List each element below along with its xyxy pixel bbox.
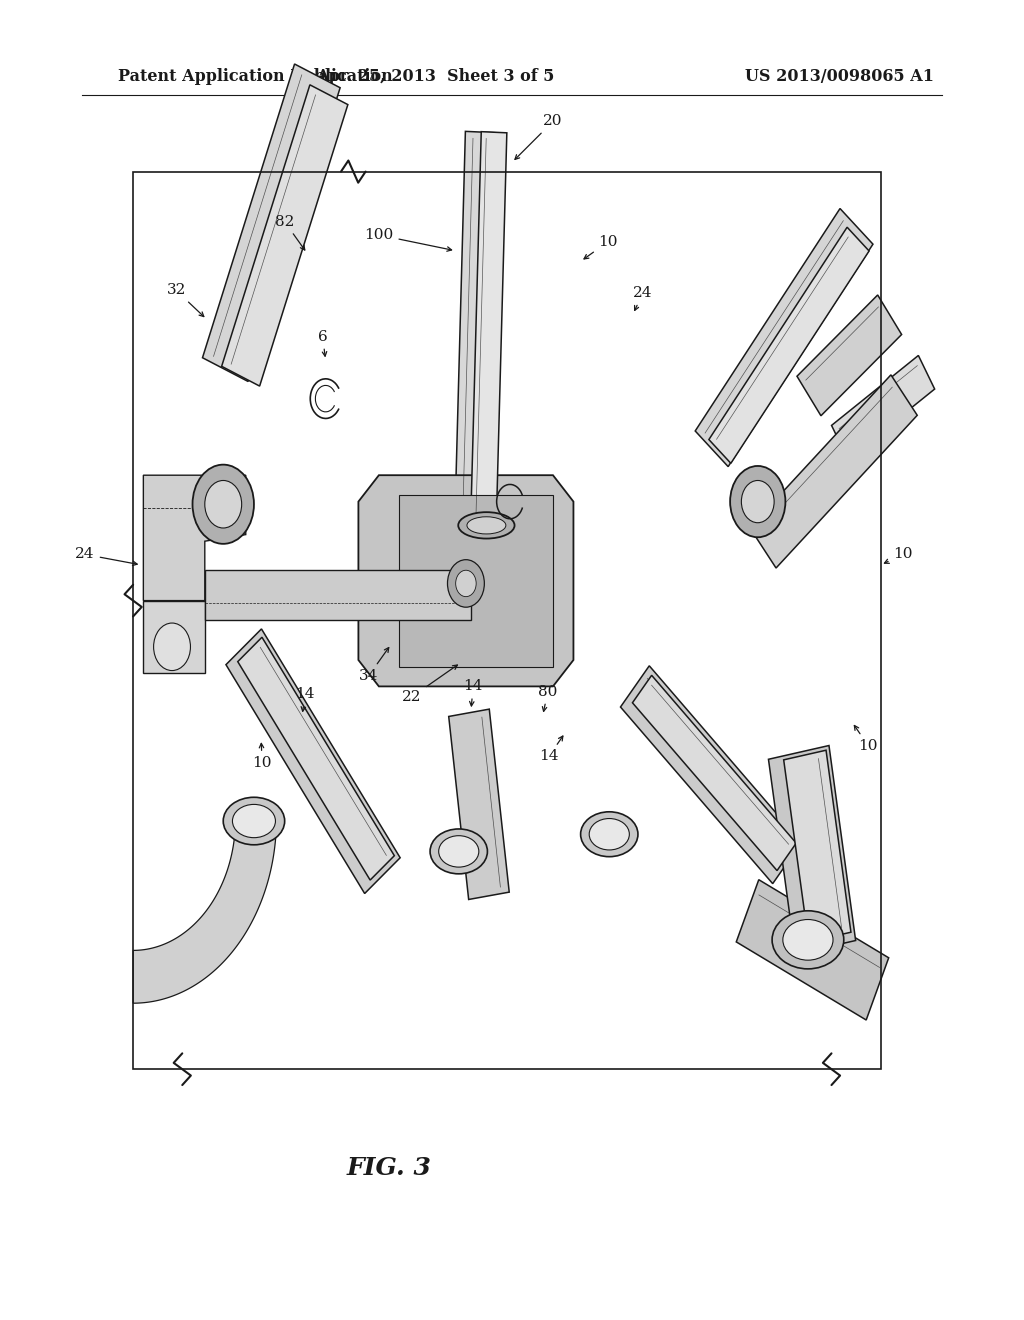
Text: 82: 82 <box>275 215 305 249</box>
Polygon shape <box>750 375 918 568</box>
Polygon shape <box>449 709 509 899</box>
Ellipse shape <box>467 516 506 535</box>
Polygon shape <box>226 628 400 894</box>
Polygon shape <box>221 84 348 385</box>
Ellipse shape <box>458 512 514 539</box>
Circle shape <box>456 570 476 597</box>
Text: FIG. 3: FIG. 3 <box>347 1156 431 1180</box>
Text: 6: 6 <box>317 330 328 356</box>
Text: 10: 10 <box>584 235 618 259</box>
Polygon shape <box>143 475 246 601</box>
Polygon shape <box>471 132 507 528</box>
Ellipse shape <box>223 797 285 845</box>
Circle shape <box>447 560 484 607</box>
Ellipse shape <box>430 829 487 874</box>
Ellipse shape <box>438 836 479 867</box>
Circle shape <box>154 623 190 671</box>
Text: 20: 20 <box>515 115 563 160</box>
Text: 10: 10 <box>854 726 879 752</box>
Polygon shape <box>621 665 802 883</box>
Polygon shape <box>633 676 797 871</box>
Text: 22: 22 <box>401 665 458 704</box>
Ellipse shape <box>782 920 834 960</box>
Text: 80: 80 <box>539 685 557 711</box>
Ellipse shape <box>589 818 630 850</box>
Text: 10: 10 <box>252 743 272 770</box>
Text: 100: 100 <box>365 228 452 251</box>
Bar <box>133 172 881 1069</box>
Circle shape <box>741 480 774 523</box>
Polygon shape <box>203 63 340 381</box>
Polygon shape <box>133 818 276 1003</box>
Polygon shape <box>709 227 869 463</box>
Text: 24: 24 <box>75 548 137 565</box>
Ellipse shape <box>232 804 275 838</box>
Polygon shape <box>783 750 851 942</box>
Polygon shape <box>736 879 889 1020</box>
Polygon shape <box>455 132 504 529</box>
Circle shape <box>730 466 785 537</box>
Ellipse shape <box>581 812 638 857</box>
Text: Patent Application Publication: Patent Application Publication <box>118 69 392 84</box>
Text: 24: 24 <box>633 286 653 310</box>
Text: US 2013/0098065 A1: US 2013/0098065 A1 <box>745 69 934 84</box>
Text: 14: 14 <box>539 737 563 763</box>
Text: 10: 10 <box>885 548 913 564</box>
Ellipse shape <box>772 911 844 969</box>
Text: 34: 34 <box>359 648 389 682</box>
Circle shape <box>193 465 254 544</box>
Text: 32: 32 <box>167 284 204 317</box>
Text: 14: 14 <box>295 688 315 711</box>
Text: Apr. 25, 2013  Sheet 3 of 5: Apr. 25, 2013 Sheet 3 of 5 <box>316 69 554 84</box>
Polygon shape <box>143 601 205 673</box>
Polygon shape <box>399 495 553 667</box>
Circle shape <box>205 480 242 528</box>
Polygon shape <box>358 475 573 686</box>
Bar <box>205 570 471 620</box>
Bar <box>133 172 881 1069</box>
Text: 14: 14 <box>463 680 483 706</box>
Polygon shape <box>695 209 873 466</box>
Polygon shape <box>797 294 901 416</box>
Polygon shape <box>831 355 935 459</box>
Polygon shape <box>238 638 394 880</box>
Polygon shape <box>768 746 856 954</box>
